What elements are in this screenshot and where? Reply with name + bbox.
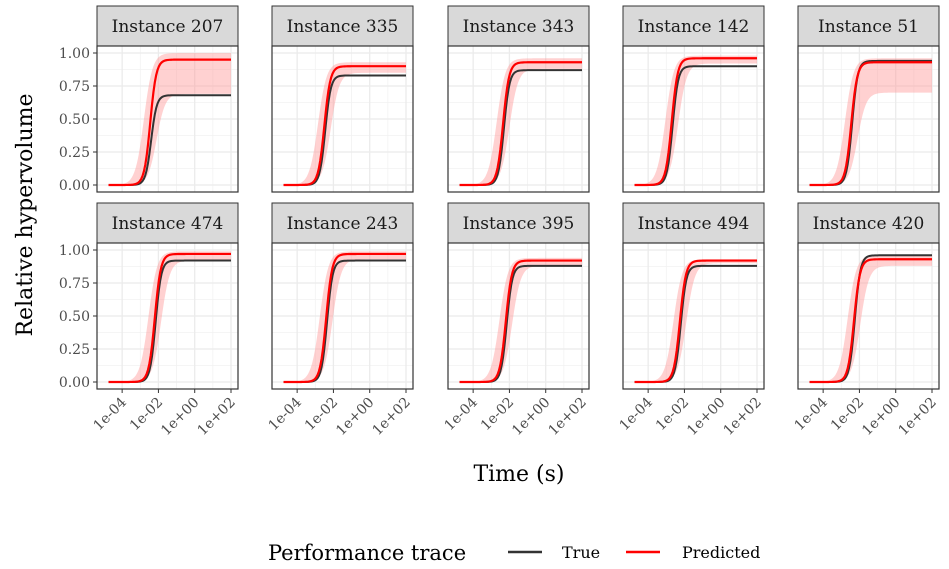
y-tick-label: 0.75: [59, 276, 90, 292]
x-tick-label: 1e+00: [158, 395, 202, 439]
series-predicted-line: [809, 61, 932, 187]
facet-strip-label: Instance 494: [638, 214, 750, 234]
x-tick-label: 1e+02: [545, 395, 589, 439]
facet-strip-label: Instance 207: [112, 17, 224, 37]
panel-border: [797, 45, 940, 193]
facet-strip: [622, 202, 765, 244]
series-predicted-line: [108, 252, 231, 384]
y-tick-label: 0.00: [59, 178, 90, 194]
facet-panel: Instance 51: [797, 5, 940, 193]
panel-border: [447, 242, 590, 390]
series-predicted-line: [459, 259, 582, 384]
facet-strip: [447, 5, 590, 47]
y-tick-label: 0.50: [59, 112, 90, 128]
y-tick-label: 0.75: [59, 79, 90, 95]
y-tick-label: 0.50: [59, 309, 90, 325]
facet-panel: Instance 335: [271, 5, 414, 193]
x-tick-label: 1e-04: [617, 394, 656, 433]
facet-strip: [797, 5, 940, 47]
facet-strip-label: Instance 395: [463, 214, 575, 234]
legend-title: Performance trace: [268, 541, 466, 565]
facet-strip-label: Instance 142: [638, 17, 750, 37]
prediction-band: [634, 55, 757, 185]
x-tick-label: 1e+02: [895, 395, 939, 439]
legend-label-true: True: [562, 543, 600, 562]
facet-strip: [797, 202, 940, 244]
y-axis-title: Relative hypervolume: [13, 93, 38, 336]
y-tick-label: 0.00: [59, 375, 90, 391]
facet-strip: [271, 202, 414, 244]
panel-border: [797, 242, 940, 390]
prediction-band: [283, 62, 406, 185]
facet-strip-label: Instance 243: [287, 214, 399, 234]
series-predicted-line: [108, 58, 231, 187]
facet-panel: Instance 4740.000.250.500.751.001e-041e-…: [59, 202, 239, 439]
panel-border: [622, 45, 765, 193]
panels-layer: Instance 2070.000.250.500.751.00Instance…: [59, 5, 940, 439]
facet-strip: [96, 5, 239, 47]
series-predicted-line: [459, 61, 582, 187]
x-tick-label: 1e+02: [720, 395, 764, 439]
panel-border: [622, 242, 765, 390]
facet-strip-label: Instance 51: [818, 17, 919, 37]
x-tick-label: 1e+00: [509, 395, 553, 439]
legend: Performance trace True Predicted: [268, 541, 760, 565]
y-tick-label: 1.00: [59, 243, 90, 259]
x-tick-label: 1e-04: [792, 394, 831, 433]
y-tick-label: 0.25: [59, 145, 90, 161]
series-predicted-line: [283, 65, 406, 187]
series-predicted-line: [809, 258, 932, 384]
series-predicted-line: [634, 57, 757, 187]
facet-strip-label: Instance 343: [463, 17, 575, 37]
facet-strip: [622, 5, 765, 47]
facet-panel: Instance 142: [622, 5, 765, 193]
series-predicted-line: [634, 259, 757, 384]
facet-strip-label: Instance 335: [287, 17, 399, 37]
legend-label-predicted: Predicted: [682, 543, 760, 562]
facet-strip-label: Instance 420: [813, 214, 925, 234]
x-tick-label: 1e-04: [266, 394, 305, 433]
x-tick-label: 1e+00: [333, 395, 377, 439]
facet-strip: [96, 202, 239, 244]
y-tick-label: 1.00: [59, 46, 90, 62]
prediction-band: [108, 53, 231, 185]
y-tick-label: 0.25: [59, 342, 90, 358]
facet-panel: Instance 207 0.00 0.25 0.50 0.75 1.00: [59, 5, 239, 194]
x-axis-title: Time (s): [473, 462, 564, 487]
facet-panel: Instance 343: [447, 5, 590, 193]
facet-strip-label: Instance 474: [112, 214, 224, 234]
x-tick-label: 1e+00: [684, 395, 728, 439]
series-predicted-line: [283, 252, 406, 384]
x-tick-label: 1e-04: [91, 394, 130, 433]
prediction-band: [809, 58, 932, 185]
panel-border: [447, 45, 590, 193]
panel-border: [271, 45, 414, 193]
x-tick-label: 1e+02: [194, 395, 238, 439]
x-tick-label: 1e+02: [369, 395, 413, 439]
x-tick-label: 1e+00: [859, 395, 903, 439]
x-tick-label: 1e-04: [442, 394, 481, 433]
panel-border: [271, 242, 414, 390]
